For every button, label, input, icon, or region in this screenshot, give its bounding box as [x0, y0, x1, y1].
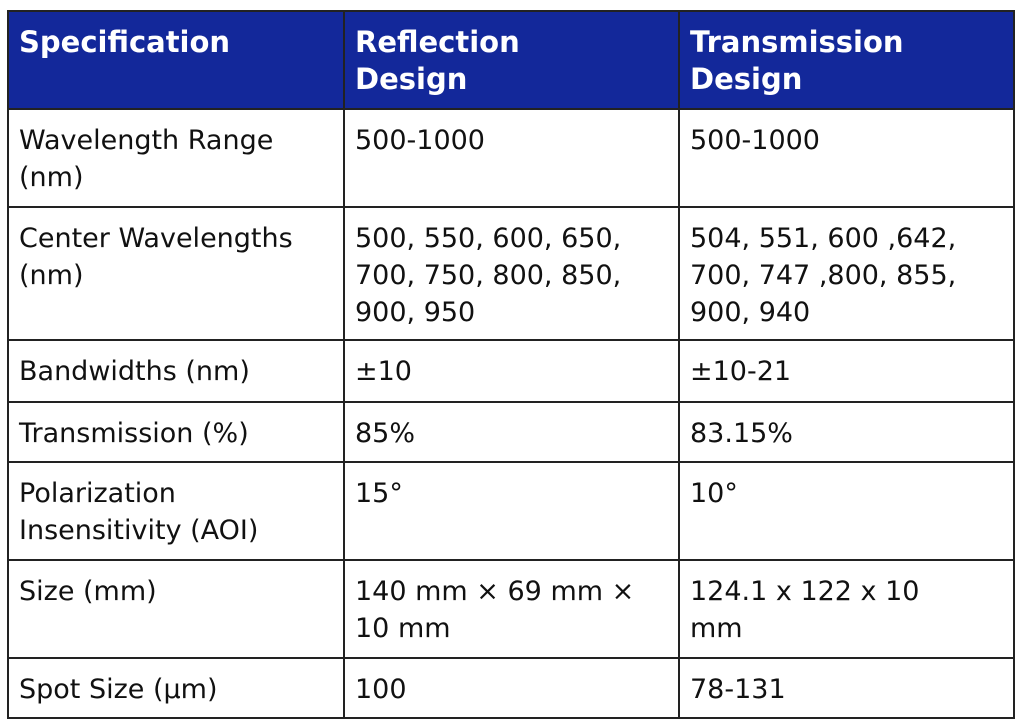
- transmission-cell: 124.1 x 122 x 10 mm: [678, 559, 1015, 659]
- reflection-cell: 100: [343, 657, 680, 719]
- transmission-cell: 504, 551, 600 ,642, 700, 747 ,800, 855, …: [678, 206, 1015, 341]
- transmission-cell: 83.15%: [678, 401, 1015, 463]
- reflection-cell: 15°: [343, 461, 680, 561]
- table-row: Transmission (%) 85% 83.15%: [7, 401, 1015, 463]
- spec-cell: Bandwidths (nm): [7, 339, 345, 403]
- transmission-cell: 78-131: [678, 657, 1015, 719]
- spec-cell: Wavelength Range (nm): [7, 108, 345, 208]
- reflection-cell: 500-1000: [343, 108, 680, 208]
- spec-cell: Size (mm): [7, 559, 345, 659]
- header-specification: Specification: [7, 10, 345, 110]
- table-header: Specification Reflection Design Transmis…: [7, 10, 1015, 110]
- table-row: Spot Size (μm) 100 78-131: [7, 657, 1015, 719]
- table-row: Bandwidths (nm) ±10 ±10-21: [7, 339, 1015, 403]
- header-reflection-design: Reflection Design: [343, 10, 680, 110]
- transmission-cell: 10°: [678, 461, 1015, 561]
- table-body: Wavelength Range (nm) 500-1000 500-1000 …: [7, 108, 1015, 719]
- header-transmission-design: Transmission Design: [678, 10, 1015, 110]
- table-row: Center Wavelengths (nm) 500, 550, 600, 6…: [7, 206, 1015, 341]
- reflection-cell: 500, 550, 600, 650, 700, 750, 800, 850, …: [343, 206, 680, 341]
- spec-cell: Center Wavelengths (nm): [7, 206, 345, 341]
- reflection-cell: 140 mm × 69 mm × 10 mm: [343, 559, 680, 659]
- reflection-cell: 85%: [343, 401, 680, 463]
- specification-table: Specification Reflection Design Transmis…: [7, 10, 1015, 719]
- transmission-cell: ±10-21: [678, 339, 1015, 403]
- table-row: Polarization Insensitivity (AOI) 15° 10°: [7, 461, 1015, 561]
- spec-cell: Spot Size (μm): [7, 657, 345, 719]
- spec-cell: Transmission (%): [7, 401, 345, 463]
- reflection-cell: ±10: [343, 339, 680, 403]
- spec-cell: Polarization Insensitivity (AOI): [7, 461, 345, 561]
- header-row: Specification Reflection Design Transmis…: [7, 10, 1015, 110]
- transmission-cell: 500-1000: [678, 108, 1015, 208]
- table-row: Size (mm) 140 mm × 69 mm × 10 mm 124.1 x…: [7, 559, 1015, 659]
- table-row: Wavelength Range (nm) 500-1000 500-1000: [7, 108, 1015, 208]
